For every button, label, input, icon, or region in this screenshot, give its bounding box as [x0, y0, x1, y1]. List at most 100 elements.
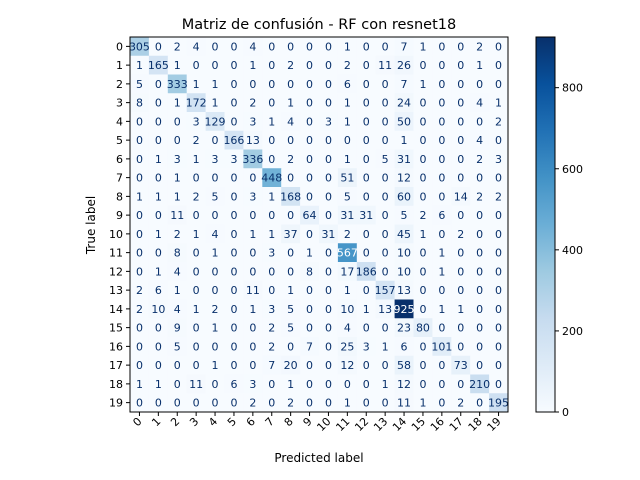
colorbar-ticks: 0 200 400 600 800 [555, 82, 583, 419]
cell-value-label: 45 [397, 228, 411, 241]
heatmap-cell [489, 168, 509, 188]
heatmap-cell [394, 337, 414, 357]
heatmap-cell [148, 112, 169, 132]
heatmap-cell [167, 243, 188, 263]
cell-value-label: 0 [230, 265, 237, 278]
heatmap-cell [130, 187, 150, 207]
heatmap-cell [300, 262, 320, 282]
cell-value-label: 0 [287, 265, 294, 278]
cell-value-label: 2 [193, 190, 200, 203]
heatmap-cell [262, 262, 282, 282]
heatmap-cell [148, 318, 169, 338]
cell-value-label: 0 [155, 115, 162, 128]
heatmap-cell [186, 55, 206, 75]
cell-value-label: 0 [382, 209, 389, 222]
heatmap-cell [148, 337, 169, 357]
cell-value-label: 10 [397, 247, 411, 260]
cell-value-label: 1 [287, 378, 294, 391]
cell-value-label: 1 [382, 378, 389, 391]
heatmap-cell [394, 280, 414, 300]
cell-value-label: 0 [363, 190, 370, 203]
heatmap-cell [337, 299, 358, 319]
heatmap-cell [489, 337, 509, 357]
heatmap-cell [262, 355, 282, 375]
cell-value-label: 4 [174, 303, 181, 316]
cell-value-label: 0 [212, 397, 219, 410]
heatmap-cell [413, 280, 433, 300]
cell-value-label: 1 [174, 284, 181, 297]
cell-value-label: 0 [306, 284, 313, 297]
cell-value-label: 0 [325, 359, 332, 372]
cell-value-label: 3 [249, 115, 256, 128]
cell-value-label: 0 [230, 40, 237, 53]
heatmap-cell [394, 299, 414, 319]
cell-value-label: 6 [230, 378, 237, 391]
cell-value-label: 0 [382, 97, 389, 110]
heatmap-cell [300, 337, 320, 357]
heatmap-cell [375, 393, 395, 413]
heatmap-cell [413, 112, 433, 132]
heatmap-cell [413, 168, 433, 188]
heatmap-cell [319, 112, 339, 132]
cell-value-label: 0 [382, 397, 389, 410]
heatmap-cell [451, 299, 471, 319]
heatmap-cell [470, 280, 490, 300]
heatmap-cell [432, 299, 452, 319]
cell-value-label: 0 [174, 359, 181, 372]
heatmap-cell [262, 37, 282, 57]
cell-value-label: 4 [476, 134, 483, 147]
cell-value-label: 0 [363, 322, 370, 335]
cell-value-label: 0 [268, 40, 275, 53]
heatmap-cell [281, 55, 301, 75]
cell-value-label: 0 [495, 40, 502, 53]
cell-value-label: 1 [249, 303, 256, 316]
heatmap-cell [375, 55, 395, 75]
heatmap-cell [432, 337, 452, 357]
heatmap-cell [167, 187, 188, 207]
y-tick-label: 2 [116, 78, 123, 91]
cell-value-label: 11 [397, 397, 411, 410]
heatmap-cell [281, 205, 301, 225]
cell-value-label: 7 [401, 40, 408, 53]
heatmap-cell [375, 187, 395, 207]
cell-value-label: 0 [136, 340, 143, 353]
cell-value-label: 0 [325, 397, 332, 410]
cell-value-label: 1 [344, 115, 351, 128]
heatmap-cell [319, 187, 339, 207]
cell-value-label: 12 [397, 378, 411, 391]
cell-value-label: 0 [438, 378, 445, 391]
cell-value-label: 1 [495, 97, 502, 110]
heatmap-cell [224, 168, 244, 188]
heatmap-cell [432, 93, 452, 113]
heatmap-cell [262, 168, 282, 188]
cell-value-label: 4 [476, 97, 483, 110]
cell-value-label: 1 [438, 247, 445, 260]
heatmap-cell [243, 280, 263, 300]
heatmap-cell [300, 243, 320, 263]
heatmap-cell [243, 205, 263, 225]
heatmap-cell [375, 205, 395, 225]
heatmap-cell [243, 74, 263, 94]
cell-value-label: 0 [419, 153, 426, 166]
heatmap-cell [224, 74, 244, 94]
heatmap-cell [394, 112, 414, 132]
heatmap-cell [224, 187, 244, 207]
heatmap-cell [432, 318, 452, 338]
cell-value-label: 0 [457, 97, 464, 110]
heatmap-cell [205, 74, 225, 94]
cell-value-label: 0 [249, 172, 256, 185]
heatmap-cell [451, 55, 471, 75]
heatmap-cell [394, 355, 414, 375]
heatmap-cell [356, 74, 377, 94]
heatmap-cell [432, 224, 452, 244]
heatmap-cell [148, 149, 169, 169]
heatmap-cell [205, 93, 225, 113]
heatmap-cell [319, 55, 339, 75]
heatmap-cell [337, 149, 358, 169]
heatmap-cell [148, 74, 169, 94]
cell-value-label: 0 [325, 284, 332, 297]
cell-value-label: 1 [344, 153, 351, 166]
heatmap-cell [300, 149, 320, 169]
cell-value-label: 0 [155, 322, 162, 335]
